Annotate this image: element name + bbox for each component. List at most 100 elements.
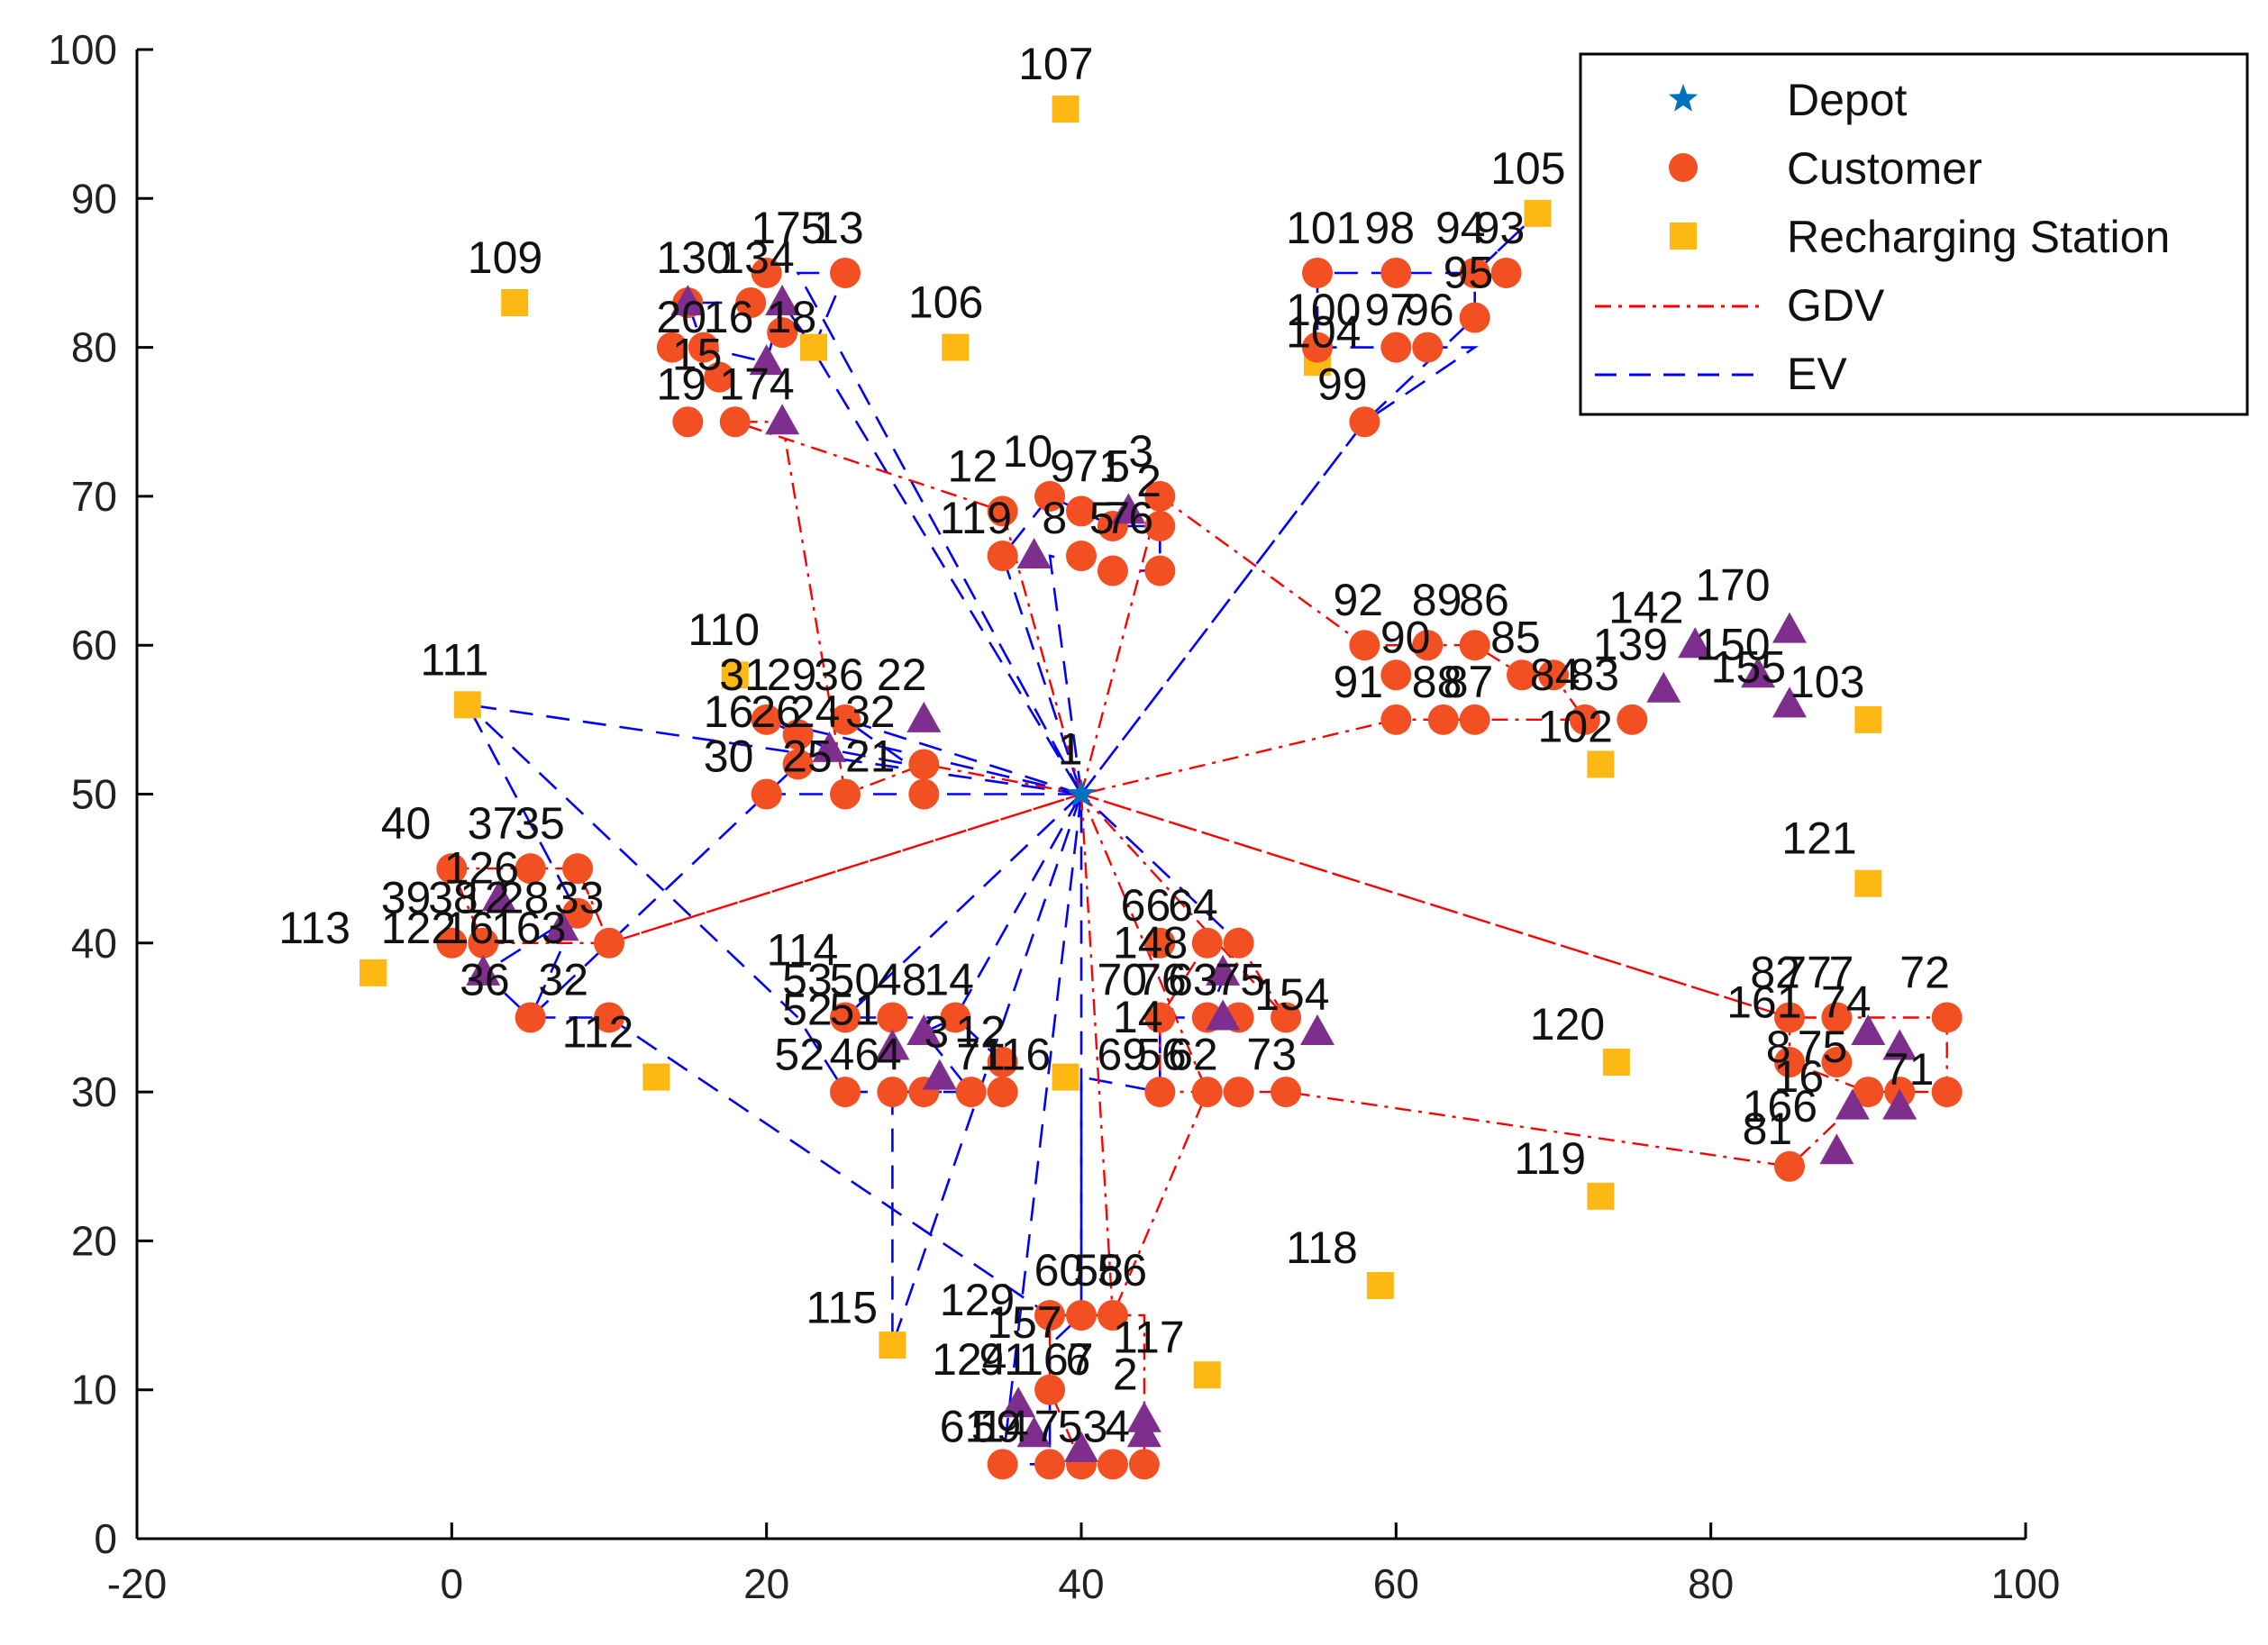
customer-marker <box>735 287 767 319</box>
legend-ev-label: EV <box>1787 349 1847 399</box>
customer-marker <box>1223 1077 1254 1108</box>
node-label: 62 <box>1168 1029 1218 1079</box>
recharging-station-marker <box>1366 1271 1394 1299</box>
node-label: 52 <box>774 1029 824 1079</box>
node-label: 5 <box>1089 493 1115 543</box>
node-label: 6 <box>1128 493 1153 543</box>
y-tick-label: 60 <box>71 622 117 668</box>
node-label: 124 <box>932 1334 1006 1385</box>
node-label: 40 <box>381 798 432 849</box>
legend-depot: Depot <box>1668 75 1908 125</box>
triangle-marker <box>922 1059 957 1090</box>
customer-marker <box>1774 1150 1805 1182</box>
customer-marker <box>830 1002 861 1033</box>
y-tick-label: 90 <box>71 175 117 222</box>
recharging-station-marker <box>1587 750 1615 778</box>
customer-marker <box>987 495 1018 527</box>
x-tick-label: 100 <box>1991 1560 2061 1607</box>
node-label: 105 <box>1490 143 1565 194</box>
customer-marker <box>1097 1449 1128 1480</box>
customer-marker <box>751 257 782 288</box>
node-label: 90 <box>1380 612 1431 662</box>
node-label: 102 <box>1538 702 1613 752</box>
customer-marker <box>1223 927 1254 959</box>
triangle-marker <box>1206 954 1241 986</box>
triangle-marker <box>1646 671 1681 703</box>
customer-marker <box>562 897 594 929</box>
node-label: 166 <box>1743 1081 1817 1132</box>
triangle-marker <box>1016 1416 1052 1448</box>
customer-marker <box>1821 1002 1853 1033</box>
node-label: 21 <box>845 732 896 782</box>
node-label: 74 <box>1821 977 1872 1027</box>
node-label: 154 <box>1254 969 1329 1020</box>
triangle-marker <box>1882 1088 1917 1120</box>
customer-marker <box>594 927 624 959</box>
y-tick-label: 70 <box>71 473 117 520</box>
legend-customer-label: Customer <box>1787 143 1982 194</box>
customer-marker <box>719 406 751 438</box>
node-label: 37 <box>468 798 518 849</box>
node-label: 51 <box>830 985 880 1035</box>
customer-marker <box>1774 1002 1805 1033</box>
node-label: 29 <box>767 650 817 700</box>
customer-marker <box>1144 927 1176 959</box>
node-label: 82 <box>1750 947 1800 997</box>
triangle-marker <box>1772 686 1807 718</box>
customer-marker <box>830 778 861 810</box>
node-label: 20 <box>656 292 706 342</box>
node-label: 93 <box>1475 203 1526 253</box>
triangle-marker <box>1819 1133 1854 1165</box>
node-label: 1 <box>1058 723 1083 774</box>
node-label: 129 <box>940 1275 1015 1325</box>
recharging-station-marker <box>800 333 828 361</box>
recharging-station-marker <box>1854 705 1882 733</box>
customer-marker <box>1034 1300 1066 1331</box>
triangle-marker <box>1016 538 1052 569</box>
customer-marker <box>830 704 861 735</box>
node-label: 11 <box>940 493 987 543</box>
ev-route <box>529 763 1081 1019</box>
node-label: 170 <box>1695 560 1770 611</box>
triangle-marker <box>1835 1088 1870 1120</box>
node-label: 56 <box>1097 1245 1147 1295</box>
node-label: 71 <box>1884 1044 1935 1095</box>
node-label: 106 <box>908 277 983 328</box>
x-tick-label: 60 <box>1373 1560 1419 1607</box>
node-label: 25 <box>782 732 833 782</box>
y-tick-label: 0 <box>94 1515 117 1562</box>
recharging-station-marker <box>942 333 970 361</box>
triangle-marker <box>544 910 579 941</box>
customer-marker <box>656 332 688 363</box>
node-label: 111 <box>420 634 488 685</box>
customer-marker <box>1144 555 1176 586</box>
customer-marker <box>1349 406 1380 438</box>
customer-marker <box>830 1077 861 1108</box>
x-tick-label: 0 <box>441 1560 464 1607</box>
node-label: 19 <box>656 359 706 409</box>
recharging-station-marker <box>501 289 529 317</box>
node-label: 70 <box>1097 955 1147 1005</box>
customer-marker <box>830 257 861 288</box>
customer-marker <box>594 1002 624 1033</box>
triangle-marker <box>1064 1431 1098 1462</box>
recharging-station-marker <box>879 1331 906 1359</box>
customer-marker <box>468 927 499 959</box>
customer-marker <box>1507 659 1538 691</box>
node-label: 2 <box>1113 1350 1138 1400</box>
node-label: 5 <box>1105 441 1130 491</box>
node-label: 60 <box>1034 1245 1085 1295</box>
node-label: 12 <box>955 1007 1006 1058</box>
node-label: 100 <box>1286 285 1361 335</box>
customer-marker <box>987 541 1018 572</box>
node-label: 35 <box>515 798 565 849</box>
customer-marker <box>877 1077 908 1108</box>
node-label: 81 <box>1743 1104 1793 1154</box>
node-label: 64 <box>1168 880 1218 931</box>
y-tick-label: 100 <box>48 26 117 73</box>
node-label: 14 <box>979 1402 1029 1452</box>
customer-marker <box>1271 1002 1302 1033</box>
node-label: 130 <box>656 232 731 283</box>
node-label: 86 <box>1459 575 1509 625</box>
triangle-marker <box>1741 657 1776 688</box>
